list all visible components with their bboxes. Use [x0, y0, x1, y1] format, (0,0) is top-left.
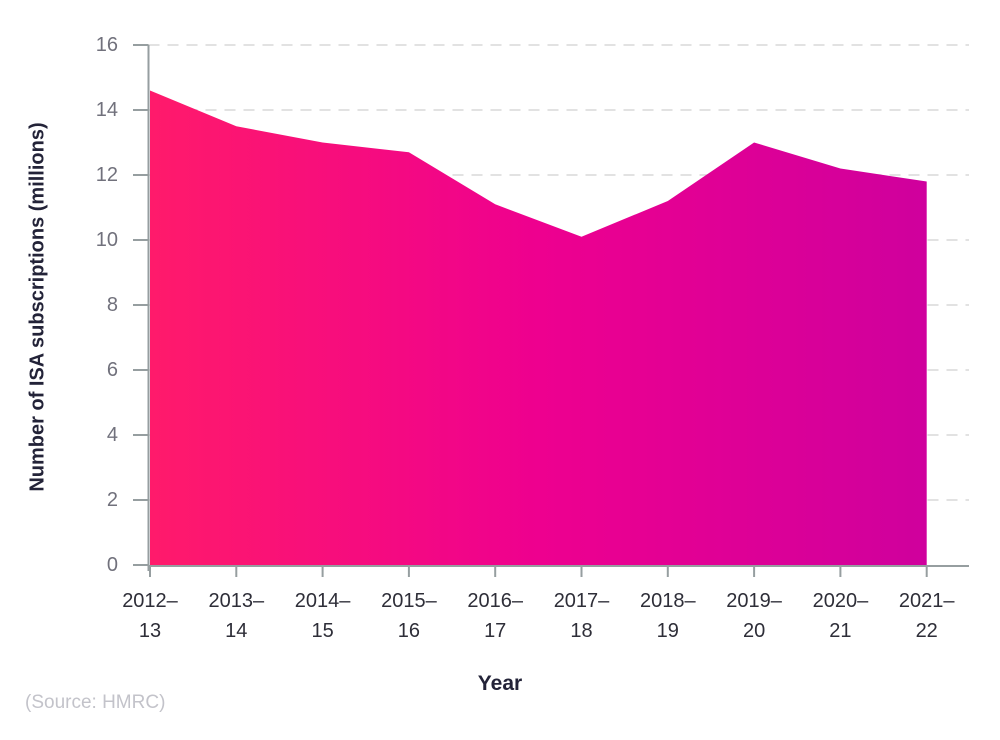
y-tick-label: 14 [95, 99, 118, 121]
source-note: (Source: HMRC) [25, 692, 166, 713]
x-tick-label: 2019– 20 [726, 590, 782, 642]
x-tick-label: 2014– 15 [294, 590, 351, 642]
y-tick-label: 6 [106, 359, 118, 381]
area-series-fill [150, 90, 927, 565]
x-axis-title: Year [477, 672, 523, 695]
y-axis-title: Number of ISA subscriptions (millions) [26, 122, 49, 492]
y-tick-label: 4 [106, 424, 118, 446]
y-tick-label: 2 [106, 489, 118, 511]
x-tick-label: 2012– 13 [122, 590, 178, 642]
y-tick-label: 8 [106, 294, 118, 316]
x-tick-label: 2020– 21 [812, 590, 869, 642]
x-tick-label: 2021– 22 [898, 590, 955, 642]
y-tick-label: 12 [95, 164, 118, 186]
x-tick-label: 2018– 19 [639, 590, 696, 642]
y-tick-label: 16 [95, 34, 118, 56]
y-tick-label: 0 [106, 554, 118, 576]
x-tick-label: 2016– 17 [467, 590, 523, 642]
y-tick-label: 10 [95, 229, 118, 251]
x-tick-label: 2015– 16 [381, 590, 437, 642]
x-tick-label: 2017– 18 [553, 590, 610, 642]
x-tick-label: 2013– 14 [208, 590, 265, 642]
